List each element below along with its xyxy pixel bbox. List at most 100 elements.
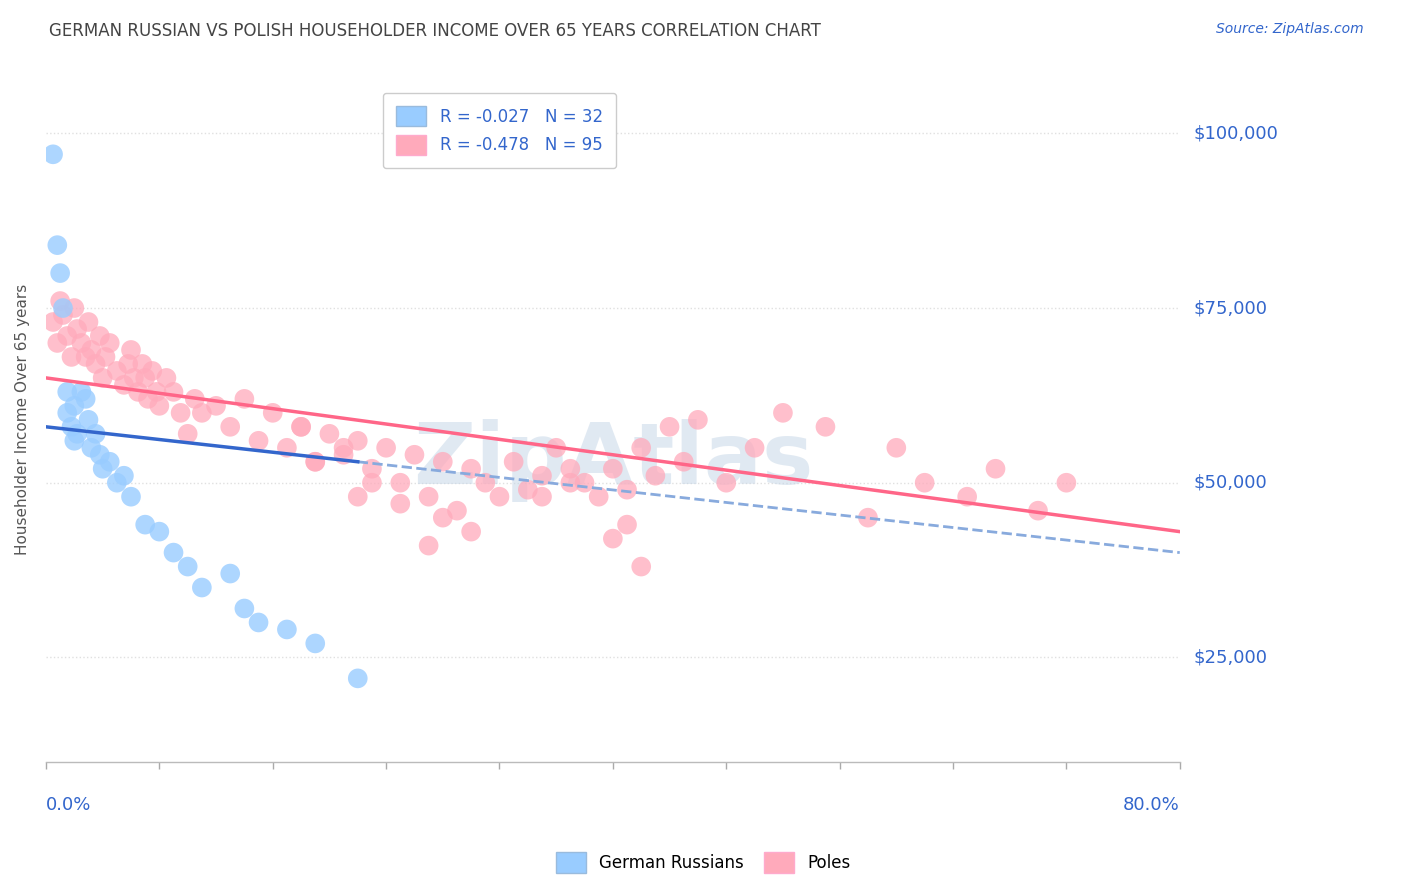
Point [219,566,242,581]
Text: ZipAtlas: ZipAtlas [413,419,813,502]
Point [516,483,538,497]
Point [80,441,103,455]
Point [304,455,326,469]
Point [404,448,426,462]
Point [219,419,242,434]
Point [77,413,100,427]
Point [418,490,440,504]
Point [304,636,326,650]
Point [389,497,412,511]
Point [98,335,121,350]
Point [814,419,837,434]
Point [616,517,638,532]
Point [616,483,638,497]
Point [560,461,582,475]
Point [94,350,117,364]
Point [290,419,312,434]
Point [112,377,135,392]
Point [672,455,695,469]
Point [884,441,907,455]
Point [66,426,89,441]
Point [141,364,163,378]
Point [80,343,103,357]
Point [716,475,738,490]
Point [304,455,326,469]
Point [205,399,228,413]
Point [162,384,184,399]
Point [488,490,510,504]
Point [446,503,468,517]
Point [602,532,624,546]
Point [191,581,214,595]
Text: $25,000: $25,000 [1194,648,1268,666]
Point [176,426,198,441]
Text: 0.0%: 0.0% [46,797,91,814]
Point [136,392,159,406]
Point [66,322,89,336]
Point [131,357,153,371]
Point [332,448,354,462]
Point [112,468,135,483]
Point [42,147,65,161]
Point [84,357,107,371]
Point [56,329,79,343]
Point [84,426,107,441]
Legend: R = -0.027   N = 32, R = -0.478   N = 95: R = -0.027 N = 32, R = -0.478 N = 95 [382,93,616,169]
Point [162,545,184,559]
Point [658,419,681,434]
Text: $100,000: $100,000 [1194,124,1278,143]
Point [602,461,624,475]
Point [122,371,145,385]
Point [346,434,368,448]
Point [432,455,454,469]
Point [389,475,412,490]
Point [75,392,97,406]
Point [46,238,69,252]
Point [91,461,114,475]
Point [42,315,65,329]
Point [432,510,454,524]
Point [346,490,368,504]
Point [984,461,1007,475]
Point [98,455,121,469]
Point [184,392,207,406]
Text: $50,000: $50,000 [1194,474,1267,491]
Point [70,384,93,399]
Point [460,524,482,539]
Point [560,475,582,490]
Point [530,468,553,483]
Point [49,293,72,308]
Y-axis label: Householder Income Over 65 years: Householder Income Over 65 years [15,285,30,556]
Point [460,461,482,475]
Point [91,371,114,385]
Point [176,559,198,574]
Text: 80.0%: 80.0% [1123,797,1180,814]
Text: $75,000: $75,000 [1194,299,1268,317]
Point [75,350,97,364]
Point [361,461,384,475]
Point [474,475,496,490]
Point [148,399,170,413]
Point [630,559,652,574]
Point [63,434,86,448]
Point [63,399,86,413]
Point [574,475,596,490]
Point [262,406,284,420]
Point [52,301,75,315]
Point [856,510,879,524]
Point [134,371,156,385]
Point [56,384,79,399]
Point [120,490,142,504]
Point [530,490,553,504]
Point [49,266,72,280]
Point [1054,475,1077,490]
Point [70,335,93,350]
Point [588,490,610,504]
Point [60,350,83,364]
Point [191,406,214,420]
Point [375,441,398,455]
Point [502,455,524,469]
Point [276,623,298,637]
Point [686,413,709,427]
Point [233,601,256,615]
